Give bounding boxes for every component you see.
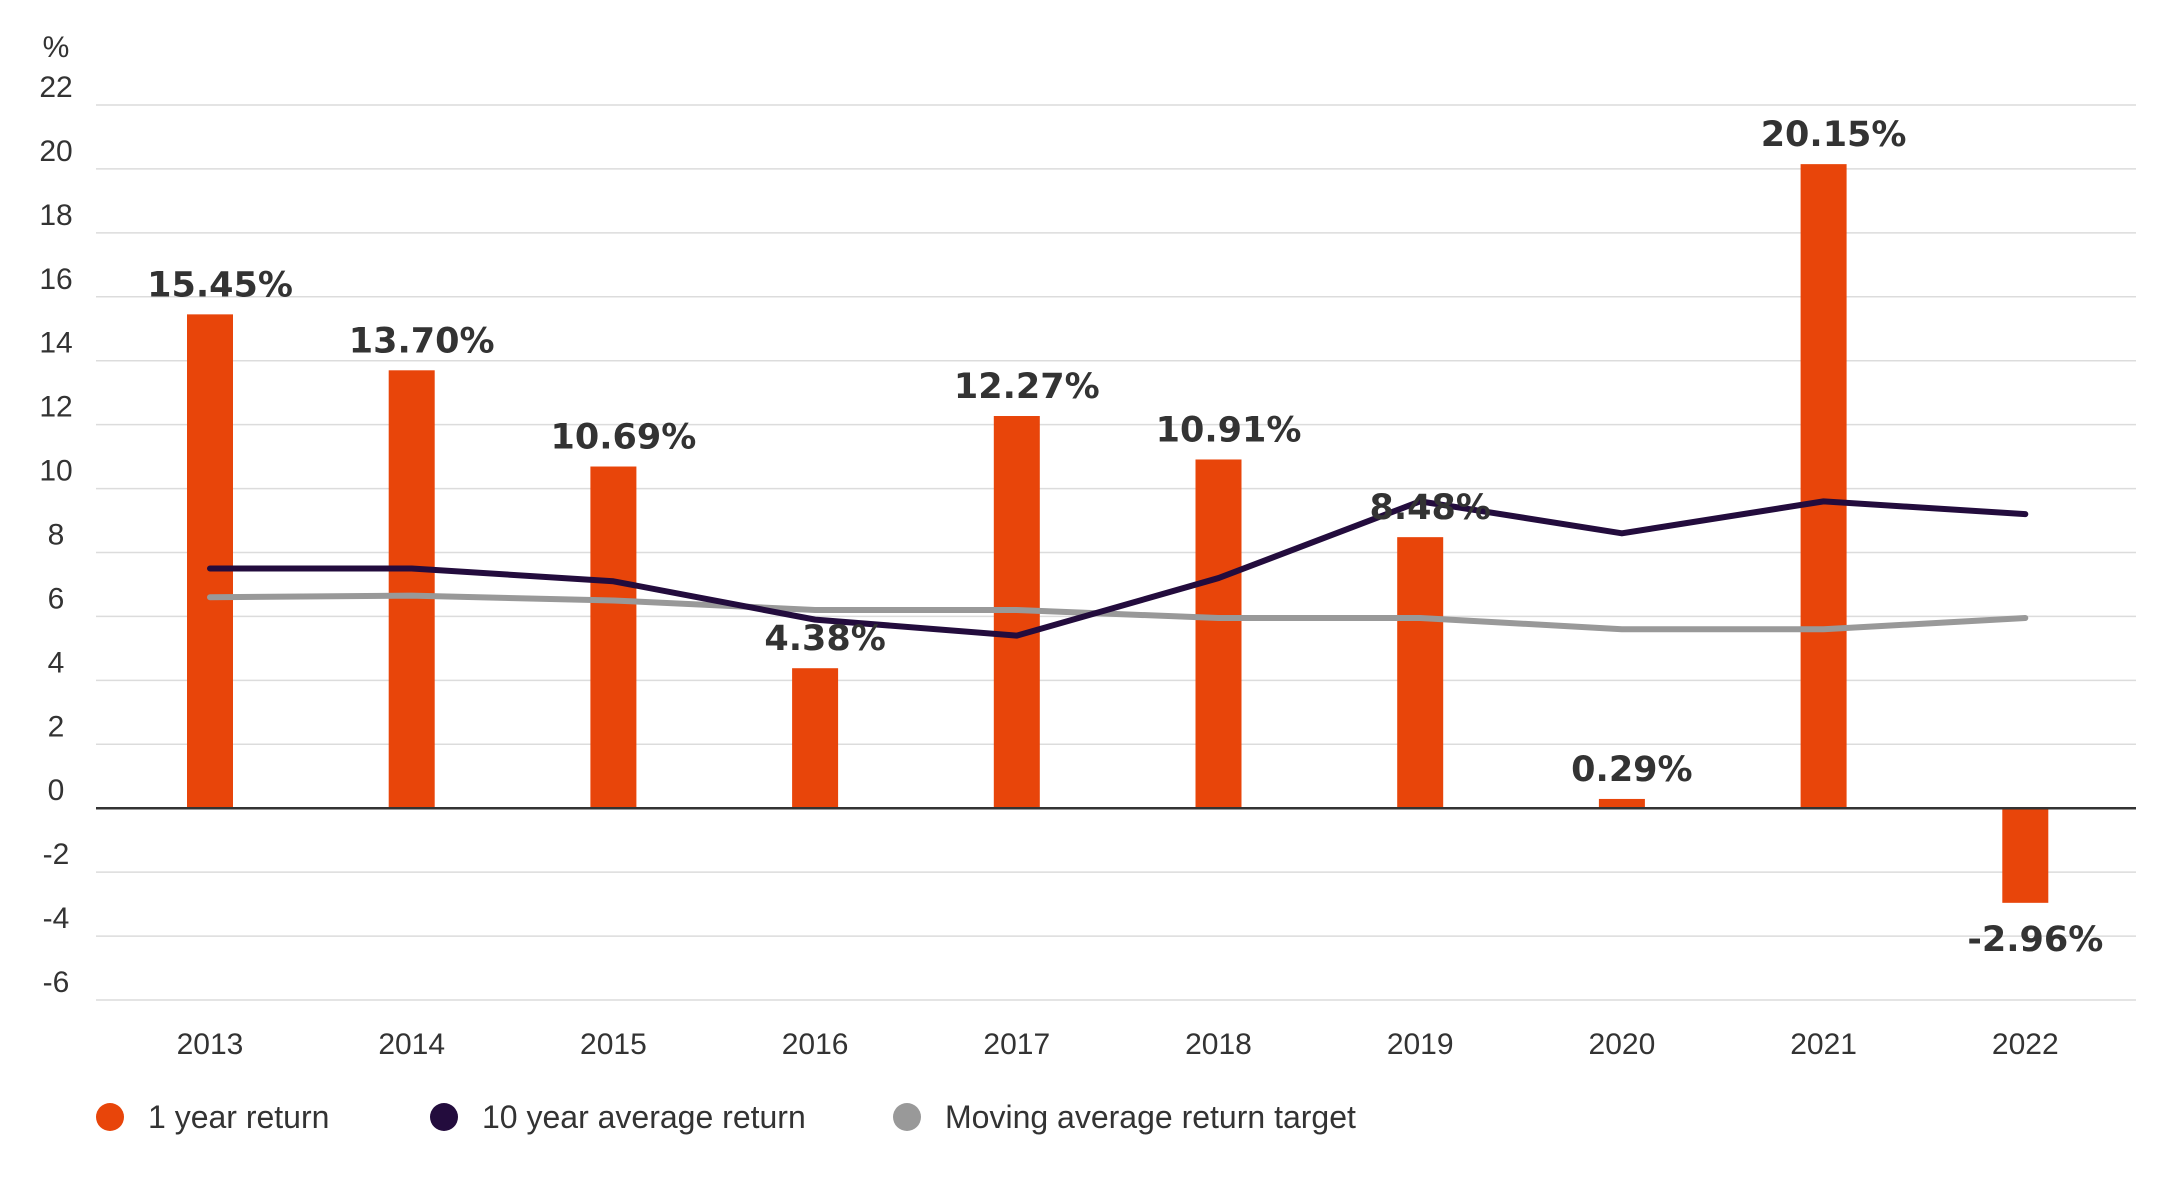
legend-marker-10-year-average-return: [430, 1103, 458, 1131]
legend: 1 year return 10 year average return Movin…: [96, 1099, 1356, 1135]
y-tick-label: -4: [43, 902, 70, 935]
bar-2020: [1598, 798, 1645, 809]
x-tick-label: 2016: [782, 1028, 849, 1061]
grid-lines: [96, 104, 2136, 1001]
x-tick-label: 2014: [378, 1028, 445, 1061]
data-labels: 15.45% 13.70% 10.69% 4.38% 12.27% 10.91% 8.48%…: [147, 115, 2103, 960]
y-axis-unit-label: %: [43, 31, 70, 64]
y-tick-label: 18: [39, 199, 72, 232]
y-tick-label: 6: [48, 582, 65, 615]
y-tick-label: 12: [39, 391, 72, 424]
data-label-2015: 10.69%: [551, 418, 697, 458]
x-tick-label: 2019: [1387, 1028, 1454, 1061]
data-label-2017: 12.27%: [954, 367, 1100, 407]
x-tick-label: 2021: [1790, 1028, 1857, 1061]
bar-2016: [792, 668, 839, 809]
bar-2014: [388, 370, 435, 809]
x-tick-label: 2020: [1589, 1028, 1656, 1061]
y-tick-label: 22: [39, 71, 72, 104]
x-tick-label: 2013: [177, 1028, 244, 1061]
y-tick-label: 20: [39, 135, 72, 168]
data-label-2016: 4.38%: [764, 619, 885, 659]
data-label-2020: 0.29%: [1571, 750, 1692, 790]
data-label-2022: -2.96%: [1967, 920, 2103, 960]
data-label-2014: 13.70%: [349, 321, 495, 361]
bar-2022: [2002, 808, 2049, 903]
x-tick-label: 2017: [983, 1028, 1050, 1061]
data-label-2021: 20.15%: [1761, 115, 1907, 155]
bars: [187, 164, 2049, 903]
data-label-2013: 15.45%: [147, 265, 293, 305]
y-tick-label: -6: [43, 966, 70, 999]
line-moving-average-return-target: [207, 592, 2029, 633]
y-tick-label: 8: [48, 519, 65, 552]
bar-2018: [1195, 459, 1242, 809]
x-tick-label: 2015: [580, 1028, 647, 1061]
bar-2013: [187, 314, 233, 809]
y-tick-label: 10: [39, 455, 72, 488]
y-tick-label: 0: [48, 774, 65, 807]
y-tick-label: 2: [48, 710, 65, 743]
x-tick-label: 2018: [1185, 1028, 1252, 1061]
line-10-year-average-return: [207, 498, 2029, 639]
y-tick-label: 16: [39, 263, 72, 296]
legend-marker-moving-average-return-target: [893, 1103, 921, 1131]
x-tick-label: 2022: [1992, 1028, 2059, 1061]
bar-2021: [1800, 164, 1847, 809]
y-tick-label: 14: [39, 327, 72, 360]
bar-2015: [590, 466, 637, 809]
legend-label-10-year-average-return: 10 year average return: [482, 1099, 806, 1135]
x-axis-ticks: 2013 2014 2015 2016 2017 2018 2019 2020 2021 2022: [177, 1028, 2059, 1061]
data-label-2018: 10.91%: [1156, 410, 1302, 450]
legend-marker-1-year-return: [96, 1103, 124, 1131]
legend-label-1-year-return: 1 year return: [148, 1099, 329, 1135]
y-tick-label: -2: [43, 838, 70, 871]
y-tick-label: 4: [48, 646, 65, 679]
bar-2019: [1397, 537, 1444, 809]
lines: [207, 498, 2029, 639]
data-label-2019: 8.48%: [1369, 488, 1490, 528]
legend-label-moving-average-return-target: Moving average return target: [945, 1099, 1356, 1135]
